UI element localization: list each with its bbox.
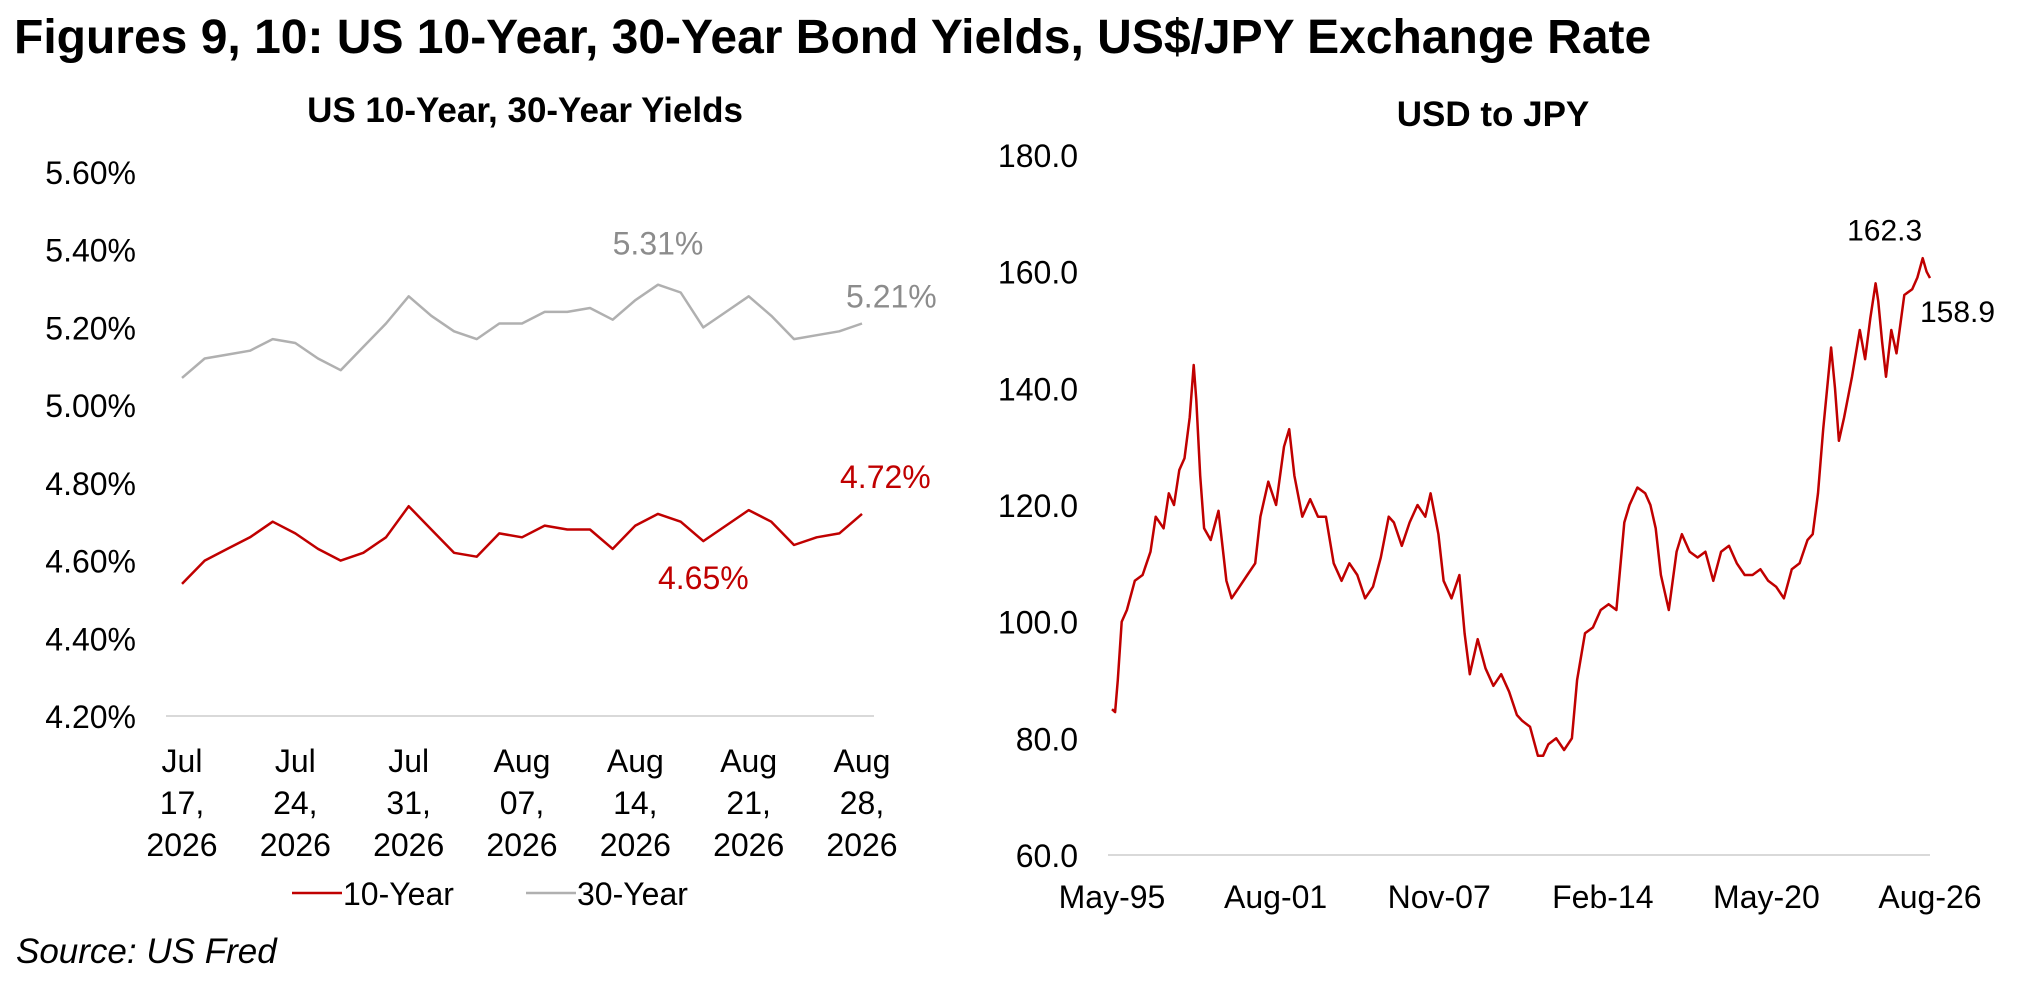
yields-y-axis: 5.60% 5.40% 5.20% 5.00% 4.80% 4.60% 4.40% 4.20% xyxy=(45,155,136,735)
usdjpy-data-label: 158.9 xyxy=(1920,296,1995,329)
yields-series xyxy=(181,283,863,585)
usdjpy-x-tick-label: Aug-01 xyxy=(1224,879,1327,915)
yields-data-label: 5.31% xyxy=(613,226,704,262)
yields-y-tick-label: 5.40% xyxy=(45,233,136,269)
legend-10-year-label: 10-Year xyxy=(343,876,454,912)
usdjpy-annotations: 162.3 158.9 xyxy=(1847,214,1995,329)
yields-x-axis: Jul 17, 2026 Jul 24, 2026 Jul 31, 2026 Aug 07, 2026… xyxy=(146,743,897,863)
usdjpy-y-tick-label: 80.0 xyxy=(1016,721,1078,757)
usdjpy-x-axis: May-95 Aug-01 Nov-07 Feb-14 May-20 Aug-26 xyxy=(1059,879,1982,915)
yields-series-line-10-year xyxy=(181,504,863,585)
figure-title: Figures 9, 10: US 10-Year, 30-Year Bond … xyxy=(14,11,1652,64)
usdjpy-y-tick-label: 140.0 xyxy=(998,371,1078,407)
yields-data-label: 4.65% xyxy=(658,560,749,596)
yields-x-tick-label: Aug 21, 2026 xyxy=(713,743,784,863)
usdjpy-x-tick-label: Nov-07 xyxy=(1388,879,1491,915)
yields-y-tick-label: 4.40% xyxy=(45,621,136,657)
usdjpy-y-tick-label: 100.0 xyxy=(998,605,1078,641)
usdjpy-x-tick-label: May-20 xyxy=(1713,879,1820,915)
usdjpy-chart: USD to JPY 180.0 160.0 140.0 120.0 100.0 80.0… xyxy=(998,95,1995,915)
yields-annotations: 5.31% 5.21% 4.72% 4.65% xyxy=(613,226,937,596)
yields-y-tick-label: 5.20% xyxy=(45,310,136,346)
usdjpy-x-tick-label: May-95 xyxy=(1059,879,1166,915)
usdjpy-chart-title: USD to JPY xyxy=(1397,95,1590,134)
yields-y-tick-label: 4.80% xyxy=(45,466,136,502)
yields-x-tick-label: Jul 17, 2026 xyxy=(146,743,217,863)
usdjpy-series-line xyxy=(1111,256,1932,758)
usdjpy-y-tick-label: 60.0 xyxy=(1016,838,1078,874)
usdjpy-y-tick-label: 160.0 xyxy=(998,255,1078,291)
yields-y-tick-label: 5.60% xyxy=(45,155,136,191)
yields-series-line-30-year xyxy=(181,283,863,379)
yields-x-tick-label: Aug 14, 2026 xyxy=(600,743,671,863)
usdjpy-series xyxy=(1111,256,1932,758)
usdjpy-y-axis: 180.0 160.0 140.0 120.0 100.0 80.0 60.0 xyxy=(998,138,1078,874)
yields-x-tick-label: Jul 24, 2026 xyxy=(260,743,331,863)
legend-30-year-label: 30-Year xyxy=(577,876,688,912)
usdjpy-y-tick-label: 120.0 xyxy=(998,488,1078,524)
yields-chart-title: US 10-Year, 30-Year Yields xyxy=(307,91,743,130)
usdjpy-data-label: 162.3 xyxy=(1847,214,1922,247)
usdjpy-x-tick-label: Aug-26 xyxy=(1878,879,1981,915)
yields-legend: 10-Year 30-Year xyxy=(292,876,688,912)
yields-x-tick-label: Aug 28, 2026 xyxy=(826,743,897,863)
usdjpy-y-tick-label: 180.0 xyxy=(998,138,1078,174)
yields-y-tick-label: 4.20% xyxy=(45,699,136,735)
yields-data-label: 5.21% xyxy=(846,279,937,315)
yields-x-tick-label: Aug 07, 2026 xyxy=(486,743,557,863)
yields-x-tick-label: Jul 31, 2026 xyxy=(373,743,444,863)
source-note: Source: US Fred xyxy=(16,932,277,971)
usdjpy-x-tick-label: Feb-14 xyxy=(1552,879,1653,915)
yields-y-tick-label: 5.00% xyxy=(45,388,136,424)
yields-data-label: 4.72% xyxy=(840,459,931,495)
yields-chart: US 10-Year, 30-Year Yields 5.60% 5.40% 5.2… xyxy=(45,91,936,912)
yields-y-tick-label: 4.60% xyxy=(45,544,136,580)
